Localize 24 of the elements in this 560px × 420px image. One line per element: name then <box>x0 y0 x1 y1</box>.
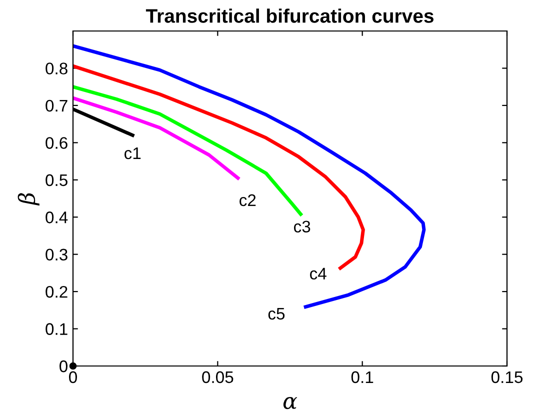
x-tick-label: 0.15 <box>491 371 523 384</box>
line-series <box>73 44 426 309</box>
x-axis-title: α <box>283 397 298 410</box>
y-tick-label: 0.1 <box>46 323 68 335</box>
annotation: c4 <box>310 268 326 280</box>
annotation: c2 <box>240 194 256 206</box>
y-tick-label: 0.2 <box>46 286 68 298</box>
line-series <box>73 96 240 180</box>
x-tick-label: 0.05 <box>202 371 234 384</box>
y-tick-label: 0.3 <box>46 248 68 261</box>
x-tick-label: 0 <box>69 371 77 384</box>
y-tick-label: 0.6 <box>46 137 68 149</box>
y-axis-title: β <box>18 193 40 206</box>
line-series <box>73 85 302 216</box>
x-tick-label: 0.1 <box>351 371 374 384</box>
y-tick-label: 0 <box>60 360 68 372</box>
y-tick-label: 0.8 <box>46 62 68 74</box>
y-tick-label: 0.7 <box>46 100 68 112</box>
annotation: c1 <box>124 148 141 160</box>
y-tick-label: 0.4 <box>46 212 68 224</box>
annotation: c5 <box>268 308 285 320</box>
annotation: c3 <box>294 220 310 232</box>
chart-title: Transcritical bifurcation curves <box>146 8 434 23</box>
y-tick-label: 0.5 <box>46 174 68 186</box>
